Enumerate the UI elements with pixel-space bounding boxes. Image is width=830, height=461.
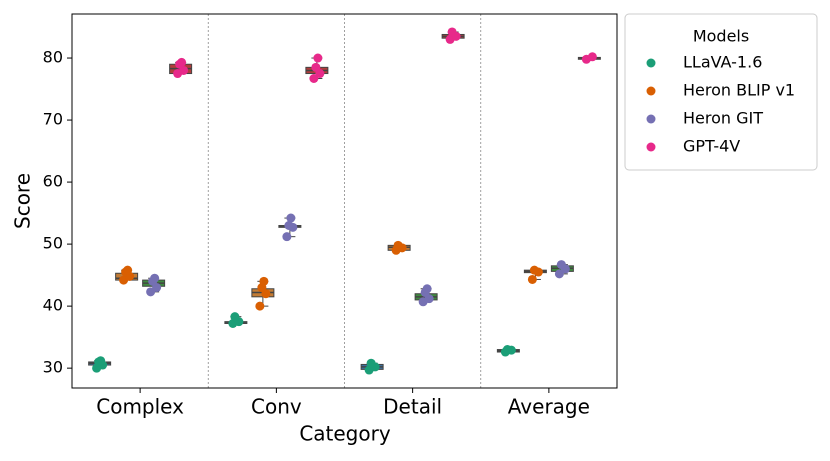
y-tick-label: 60: [43, 172, 63, 191]
point: [150, 273, 160, 283]
legend-marker: [646, 86, 656, 96]
point: [177, 57, 187, 67]
legend-label: Heron GIT: [683, 109, 763, 128]
point: [529, 265, 539, 275]
point: [230, 312, 240, 322]
point: [259, 276, 269, 286]
point: [587, 52, 597, 62]
point: [393, 240, 403, 250]
point: [255, 301, 265, 311]
point: [286, 213, 296, 223]
y-tick-label: 70: [43, 110, 63, 129]
legend-title: Models: [693, 27, 749, 46]
x-tick-label: Complex: [96, 395, 184, 419]
legend-marker: [646, 142, 656, 152]
point: [422, 284, 432, 294]
x-tick-label: Average: [508, 395, 590, 419]
y-tick-label: 30: [43, 358, 63, 377]
point: [447, 27, 457, 37]
point: [123, 265, 133, 275]
x-axis-label: Category: [299, 422, 391, 446]
legend-label: GPT-4V: [683, 137, 740, 156]
x-tick-label: Detail: [383, 395, 442, 419]
legend-label: Heron BLIP v1: [683, 81, 795, 100]
y-tick-label: 40: [43, 296, 63, 315]
y-tick-label: 80: [43, 48, 63, 67]
point: [313, 53, 323, 63]
plot-frame: [71, 13, 618, 389]
legend-box: [624, 13, 818, 171]
point: [527, 274, 537, 284]
point: [556, 260, 566, 270]
point: [502, 345, 512, 355]
point: [366, 358, 376, 368]
point: [311, 62, 321, 72]
point: [284, 220, 294, 230]
point: [309, 74, 319, 84]
point: [96, 356, 106, 366]
point: [554, 269, 564, 279]
legend-marker: [646, 58, 656, 68]
point: [282, 232, 292, 242]
legend-label: LLaVA-1.6: [683, 53, 762, 72]
legend-marker: [646, 114, 656, 124]
x-tick-label: Conv: [251, 395, 302, 419]
y-tick-label: 50: [43, 234, 63, 253]
y-axis-label: Score: [11, 173, 35, 229]
